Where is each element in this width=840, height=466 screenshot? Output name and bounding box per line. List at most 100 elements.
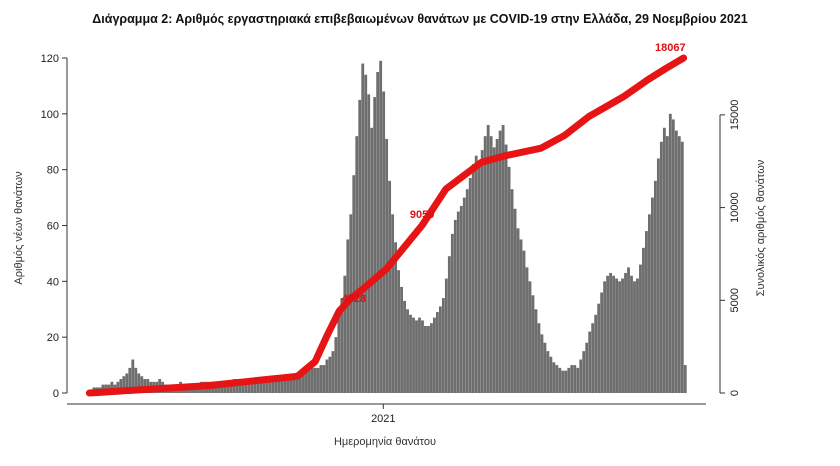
- bar: [322, 365, 326, 393]
- bar: [665, 136, 669, 393]
- bar: [313, 367, 317, 393]
- bar: [558, 367, 562, 393]
- bar: [432, 317, 436, 393]
- bar: [501, 125, 505, 393]
- bar: [659, 141, 663, 393]
- bar: [653, 180, 657, 393]
- bar: [301, 373, 305, 393]
- bar: [125, 373, 129, 393]
- bar: [489, 136, 493, 393]
- bar: [256, 379, 260, 393]
- bar: [262, 379, 266, 393]
- bar: [444, 278, 448, 393]
- bar: [465, 189, 469, 393]
- bar: [671, 119, 675, 394]
- bar: [388, 180, 392, 393]
- bar: [376, 71, 380, 393]
- bar: [513, 208, 517, 393]
- bar: [325, 359, 329, 393]
- bar: [570, 365, 574, 393]
- bar: [370, 127, 374, 394]
- bar: [561, 370, 565, 393]
- bar: [636, 278, 639, 393]
- bar: [394, 242, 398, 393]
- bar: [349, 214, 353, 393]
- bar: [534, 309, 538, 393]
- bar: [537, 323, 541, 393]
- bar: [582, 351, 586, 393]
- bar: [367, 94, 371, 394]
- bar: [244, 381, 248, 393]
- bar: [630, 275, 633, 393]
- bar: [116, 381, 120, 393]
- bar: [468, 178, 472, 393]
- bar: [650, 197, 654, 393]
- x-tick-label: 2021: [371, 413, 395, 425]
- bar: [119, 379, 123, 393]
- y-left-tick-label: 0: [53, 388, 59, 400]
- bar: [639, 264, 642, 393]
- bar: [331, 351, 335, 393]
- bar: [612, 275, 616, 393]
- bar: [307, 370, 311, 393]
- bar: [424, 326, 427, 393]
- bar: [633, 281, 636, 393]
- bar: [418, 317, 421, 393]
- bar: [253, 379, 257, 393]
- bar: [585, 342, 589, 393]
- bar: [507, 166, 511, 393]
- y-right-tick-label: 5000: [729, 288, 741, 312]
- bar: [648, 214, 651, 393]
- y-right-axis-label: Συνολικός αριθμός θανάτων: [755, 159, 767, 296]
- bar: [131, 359, 135, 393]
- y-left-tick-label: 20: [47, 332, 59, 344]
- y-left-axis-label: Αριθμός νέων θανάτων: [13, 171, 25, 285]
- bar: [564, 370, 568, 393]
- bar: [238, 379, 242, 393]
- bar: [668, 113, 672, 393]
- bar: [223, 381, 227, 393]
- bar: [576, 367, 580, 393]
- bar: [662, 127, 666, 394]
- bar: [683, 365, 687, 393]
- bar: [603, 281, 607, 393]
- bar: [304, 370, 308, 393]
- bar: [594, 314, 598, 393]
- bar: [268, 379, 272, 393]
- bar: [627, 267, 630, 393]
- bar: [459, 205, 463, 393]
- bar: [510, 189, 514, 393]
- bar: [591, 323, 595, 393]
- bar: [229, 381, 233, 393]
- bar: [110, 381, 114, 393]
- bar: [522, 250, 526, 393]
- bar: [552, 362, 556, 393]
- bar: [677, 136, 681, 393]
- cumulative-annotation: 18067: [655, 42, 686, 54]
- bar: [462, 197, 466, 393]
- bar: [453, 219, 457, 393]
- bar: [241, 379, 245, 393]
- bar: [280, 376, 284, 393]
- bar: [316, 367, 320, 393]
- y-right-tick-label: 10000: [729, 192, 741, 223]
- bar: [597, 303, 601, 393]
- bar: [421, 320, 424, 393]
- y-left-tick-label: 40: [47, 276, 59, 288]
- bar: [435, 312, 439, 393]
- bar: [406, 309, 409, 393]
- bar: [409, 314, 412, 393]
- bar: [265, 379, 269, 393]
- bar: [343, 275, 347, 393]
- cumulative-annotation: 9059: [410, 209, 434, 221]
- bar: [382, 91, 386, 393]
- bar: [588, 331, 592, 393]
- bar: [624, 272, 627, 393]
- bar: [498, 130, 502, 394]
- bar: [606, 275, 610, 393]
- bar: [400, 286, 403, 393]
- bar: [128, 367, 132, 393]
- bar: [346, 239, 350, 393]
- bar: [480, 150, 484, 393]
